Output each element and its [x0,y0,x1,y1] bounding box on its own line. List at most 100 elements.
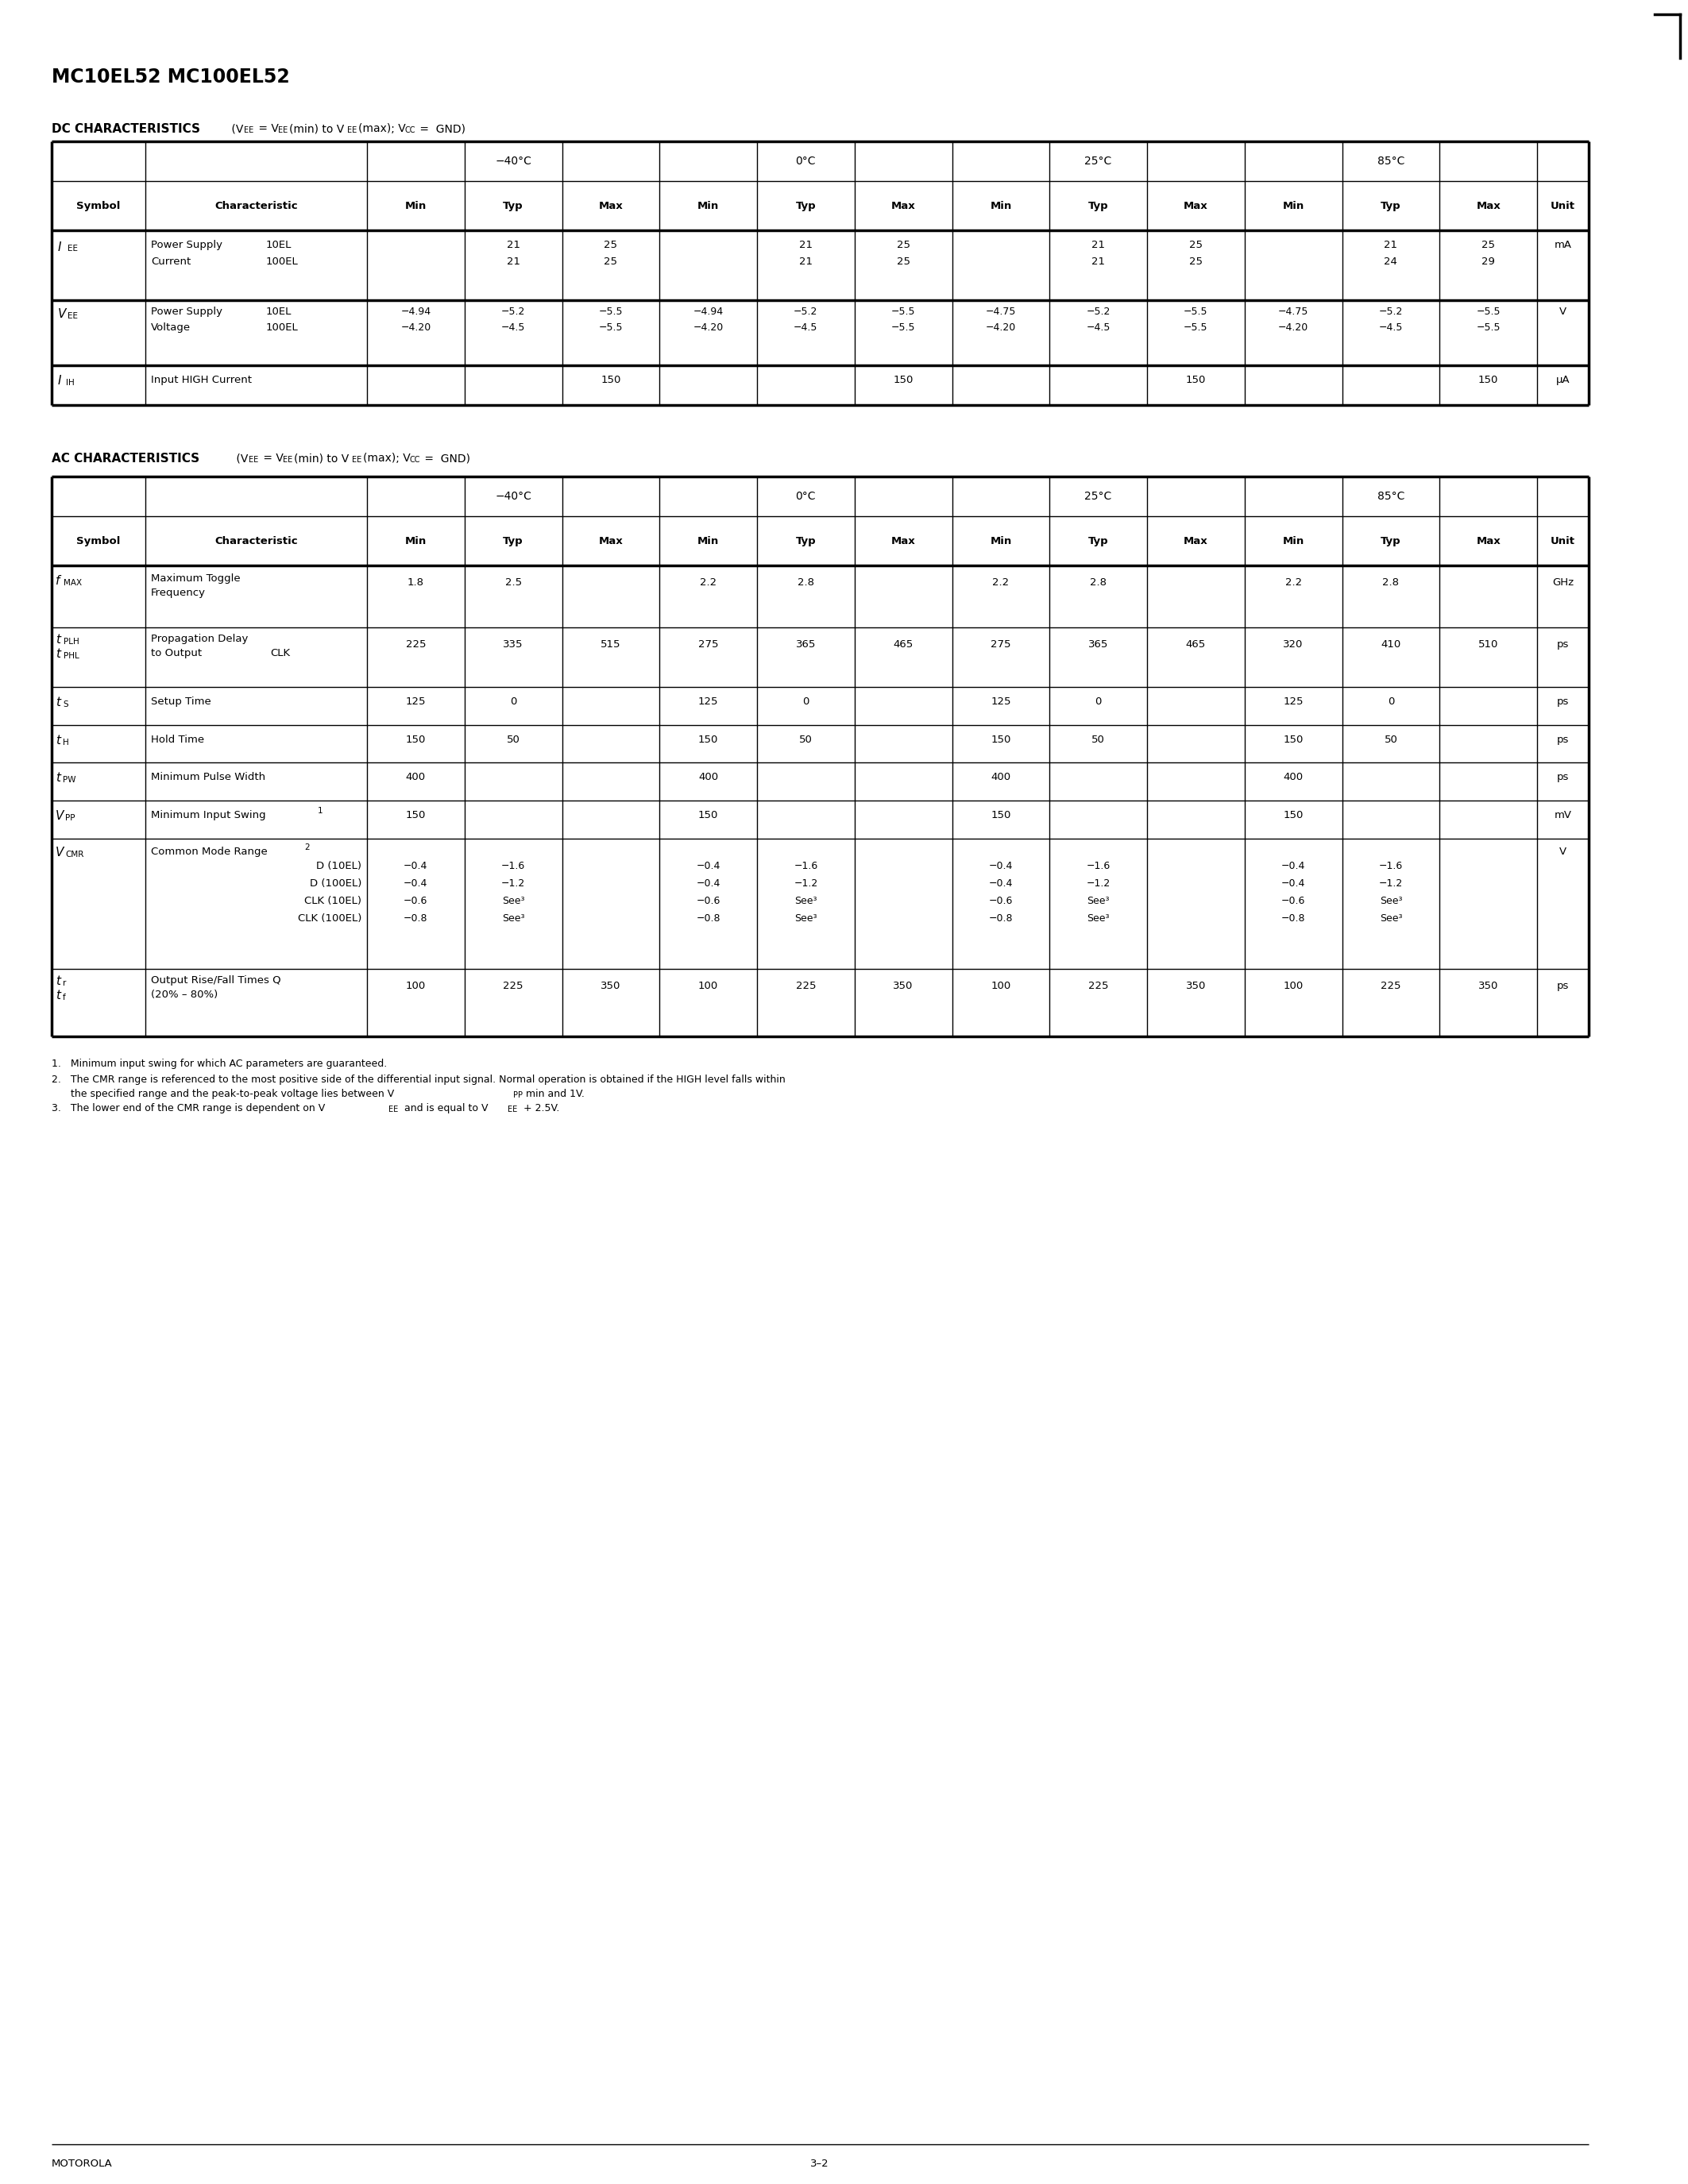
Text: −1.2: −1.2 [1087,878,1111,889]
Text: 0°C: 0°C [795,491,815,502]
Text: −0.4: −0.4 [403,878,427,889]
Text: CC: CC [408,456,420,463]
Text: mV: mV [1555,810,1572,821]
Text: −5.2: −5.2 [501,306,525,317]
Text: IH: IH [66,378,74,387]
Text: −0.8: −0.8 [989,913,1013,924]
Text: Symbol: Symbol [76,201,120,212]
Text: 21: 21 [506,240,520,251]
Text: 0: 0 [1096,697,1102,708]
Text: 25: 25 [604,240,618,251]
Text: 225: 225 [1381,981,1401,992]
Text: PHL: PHL [64,653,79,660]
Text: 150: 150 [1185,376,1205,384]
Text: t: t [56,734,61,747]
Text: See³: See³ [795,895,817,906]
Text: −0.6: −0.6 [989,895,1013,906]
Text: Unit: Unit [1551,535,1575,546]
Text: 21: 21 [506,256,520,266]
Text: Typ: Typ [795,201,815,212]
Text: Max: Max [891,535,915,546]
Text: t: t [56,989,61,1002]
Text: 510: 510 [1479,640,1499,649]
Text: Input HIGH Current: Input HIGH Current [150,376,252,384]
Text: 100: 100 [405,981,425,992]
Text: MOTOROLA: MOTOROLA [52,2158,113,2169]
Text: EE: EE [243,127,253,133]
Text: See³: See³ [795,913,817,924]
Text: −4.20: −4.20 [694,323,724,332]
Text: EE: EE [351,456,361,463]
Text: Max: Max [1475,535,1501,546]
Text: 25: 25 [896,256,910,266]
Text: CLK (100EL): CLK (100EL) [297,913,361,924]
Text: 3.   The lower end of the CMR range is dependent on V: 3. The lower end of the CMR range is dep… [52,1103,326,1114]
Text: EE: EE [279,127,287,133]
Text: See³: See³ [1379,913,1403,924]
Text: 150: 150 [1283,810,1303,821]
Text: 150: 150 [893,376,913,384]
Text: Min: Min [1283,201,1305,212]
Text: 150: 150 [405,734,425,745]
Text: EE: EE [348,127,356,133]
Text: ps: ps [1556,734,1570,745]
Text: (V: (V [233,452,248,463]
Text: −5.5: −5.5 [1477,323,1501,332]
Text: Min: Min [989,201,1011,212]
Text: 85°C: 85°C [1377,155,1404,166]
Text: −5.5: −5.5 [1477,306,1501,317]
Text: −5.2: −5.2 [793,306,817,317]
Text: + 2.5V.: + 2.5V. [520,1103,559,1114]
Text: min and 1V.: min and 1V. [527,1090,584,1099]
Text: 2.2: 2.2 [993,577,1009,587]
Text: ps: ps [1556,771,1570,782]
Text: 25: 25 [1482,240,1496,251]
Text: 125: 125 [991,697,1011,708]
Text: Min: Min [989,535,1011,546]
Text: 24: 24 [1384,256,1398,266]
Text: 365: 365 [795,640,815,649]
Text: Max: Max [599,201,623,212]
Text: 25: 25 [1188,256,1202,266]
Text: Typ: Typ [1381,201,1401,212]
Text: −40°C: −40°C [495,155,532,166]
Text: μA: μA [1556,376,1570,384]
Text: to Output: to Output [150,649,203,657]
Text: 21: 21 [798,256,812,266]
Text: ps: ps [1556,981,1570,992]
Text: Unit: Unit [1551,201,1575,212]
Text: −1.6: −1.6 [1087,860,1111,871]
Text: 21: 21 [1384,240,1398,251]
Text: 0°C: 0°C [795,155,815,166]
Text: −4.20: −4.20 [986,323,1016,332]
Text: 50: 50 [1092,734,1106,745]
Text: t: t [56,976,61,987]
Text: ps: ps [1556,640,1570,649]
Text: Characteristic: Characteristic [214,535,297,546]
Text: Max: Max [1183,201,1209,212]
Text: (min) to V: (min) to V [289,122,344,133]
Text: −5.5: −5.5 [599,306,623,317]
Text: Output Rise/Fall Times Q: Output Rise/Fall Times Q [150,976,280,985]
Text: −0.4: −0.4 [989,860,1013,871]
Text: Symbol: Symbol [76,535,120,546]
Text: Typ: Typ [1381,535,1401,546]
Text: −4.75: −4.75 [1278,306,1308,317]
Text: 2.8: 2.8 [1090,577,1107,587]
Text: −1.2: −1.2 [501,878,525,889]
Text: t: t [56,771,61,784]
Text: Max: Max [891,201,915,212]
Text: EE: EE [388,1105,398,1114]
Text: 2: 2 [304,843,309,852]
Text: 225: 225 [795,981,815,992]
Text: 225: 225 [503,981,523,992]
Text: D (100EL): D (100EL) [309,878,361,889]
Text: −0.4: −0.4 [989,878,1013,889]
Text: t: t [56,633,61,646]
Text: 275: 275 [699,640,719,649]
Text: 350: 350 [1185,981,1205,992]
Text: 400: 400 [405,771,425,782]
Text: −1.6: −1.6 [1379,860,1403,871]
Text: See³: See³ [1087,895,1109,906]
Text: Voltage: Voltage [150,323,191,332]
